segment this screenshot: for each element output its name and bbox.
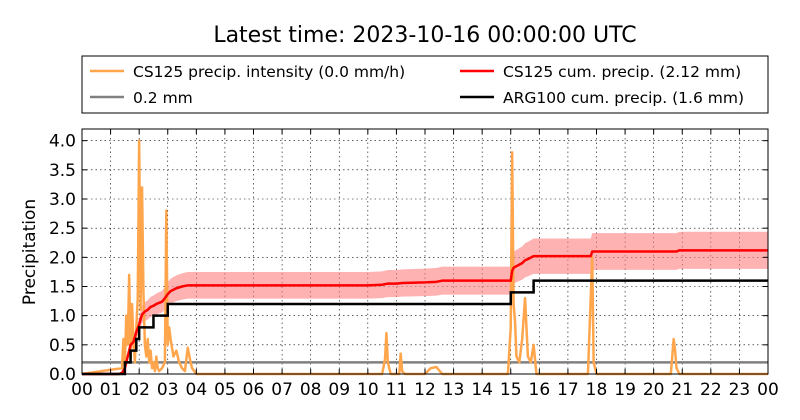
x-tick-label: 05 bbox=[214, 380, 236, 400]
legend-box bbox=[81, 55, 769, 114]
x-tick-label: 06 bbox=[243, 380, 265, 400]
x-tick-label: 02 bbox=[128, 380, 150, 400]
x-tick-label: 11 bbox=[386, 380, 408, 400]
x-tick-label: 09 bbox=[328, 380, 350, 400]
x-tick-label: 08 bbox=[300, 380, 322, 400]
x-tick-label: 17 bbox=[557, 380, 579, 400]
x-tick-label: 20 bbox=[643, 380, 665, 400]
y-tick-label: 1.0 bbox=[49, 307, 76, 327]
y-axis: 0.0 0.5 1.0 1.5 2.0 2.5 3.0 3.5 4.0 bbox=[49, 132, 768, 385]
x-tick-label: 00 bbox=[71, 380, 93, 400]
x-tick-label: 01 bbox=[100, 380, 122, 400]
x-tick-label: 10 bbox=[357, 380, 379, 400]
y-tick-label: 4.0 bbox=[49, 132, 76, 152]
plot-area bbox=[81, 139, 768, 376]
x-tick-label: 21 bbox=[671, 380, 693, 400]
x-tick-label: 22 bbox=[700, 380, 722, 400]
x-tick-label: 14 bbox=[471, 380, 493, 400]
y-tick-label: 1.5 bbox=[49, 278, 76, 298]
x-tick-label: 13 bbox=[443, 380, 465, 400]
y-axis-label: Precipitation bbox=[20, 199, 40, 305]
y-tick-label: 2.5 bbox=[49, 219, 76, 239]
x-tick-label: 23 bbox=[729, 380, 751, 400]
series-cs125-intensity bbox=[81, 139, 768, 376]
x-axis: 00 01 02 03 04 05 06 07 08 09 10 11 12 13 14 15 16 17 18 19… bbox=[71, 129, 779, 400]
series-cs125-cum bbox=[82, 249, 768, 376]
x-tick-label: 04 bbox=[186, 380, 208, 400]
legend-label-threshold: 0.2 mm bbox=[133, 89, 193, 107]
y-tick-label: 3.5 bbox=[49, 161, 76, 181]
x-tick-label: 12 bbox=[414, 380, 436, 400]
cs125-cum-uncertainty-band bbox=[82, 231, 768, 374]
series-arg100-cum bbox=[82, 279, 768, 376]
x-tick-label: 15 bbox=[500, 380, 522, 400]
legend: CS125 precip. intensity (0.0 mm/h) CS125… bbox=[90, 63, 744, 107]
y-tick-label: 0.0 bbox=[49, 365, 76, 385]
x-tick-label: 00 bbox=[757, 380, 779, 400]
x-tick-label: 19 bbox=[614, 380, 636, 400]
x-tick-label: 03 bbox=[157, 380, 179, 400]
x-tick-label: 07 bbox=[271, 380, 293, 400]
x-tick-label: 18 bbox=[586, 380, 608, 400]
legend-label-arg100-cum: ARG100 cum. precip. (1.6 mm) bbox=[503, 89, 744, 107]
y-tick-label: 2.0 bbox=[49, 248, 76, 268]
chart-title: Latest time: 2023-10-16 00:00:00 UTC bbox=[213, 23, 636, 48]
y-tick-label: 0.5 bbox=[49, 336, 76, 356]
legend-label-cs125-cum: CS125 cum. precip. (2.12 mm) bbox=[503, 63, 741, 81]
x-tick-label: 16 bbox=[529, 380, 551, 400]
legend-label-intensity: CS125 precip. intensity (0.0 mm/h) bbox=[133, 63, 405, 81]
y-tick-label: 3.0 bbox=[49, 190, 76, 210]
